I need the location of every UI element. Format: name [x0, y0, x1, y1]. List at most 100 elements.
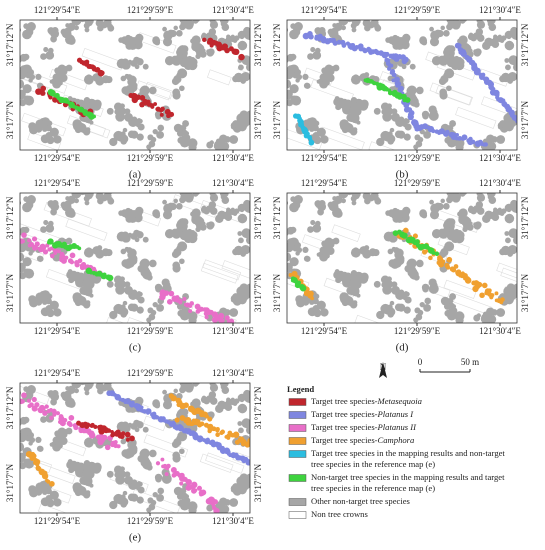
left-tick-label: 31°17′7″N: [272, 273, 282, 312]
tree-crown: [84, 193, 94, 199]
tree-crown: [190, 230, 195, 235]
tree-crown: [319, 252, 329, 262]
tree-crown: [27, 403, 32, 409]
building: [202, 259, 242, 281]
tree-crown: [20, 263, 26, 273]
map: [20, 193, 250, 323]
legend-label: Target tree species in the mapping resul…: [311, 448, 505, 458]
tree-crown: [515, 118, 517, 124]
tree-crown: [458, 215, 464, 221]
tree-crown: [294, 69, 302, 76]
tree-crown: [195, 53, 201, 60]
tree-crown: [243, 26, 250, 35]
tree-crown: [27, 432, 35, 439]
tree-crown: [440, 25, 445, 31]
tree-crown: [453, 264, 459, 269]
tree-crown: [408, 265, 417, 274]
tree-crown: [232, 248, 239, 256]
tree-crown: [282, 257, 287, 262]
tree-crown: [63, 390, 72, 399]
tree-crown: [351, 200, 357, 206]
tree-crown: [179, 85, 185, 92]
tree-crown: [177, 425, 184, 432]
tree-crown: [403, 227, 409, 234]
tree-crown: [138, 291, 143, 297]
tree-crown: [74, 126, 82, 134]
tree-crown: [429, 199, 434, 205]
map: [287, 20, 517, 150]
tree-crown: [94, 67, 100, 73]
tree-crown: [387, 248, 394, 255]
tree-crown: [176, 30, 183, 37]
tree-crown: [247, 397, 250, 404]
tree-crown: [204, 315, 209, 320]
tree-crown: [206, 49, 211, 54]
tree-crown: [290, 95, 298, 103]
tree-crown: [454, 311, 465, 322]
tree-crown: [443, 48, 451, 57]
tree-crown: [125, 447, 135, 458]
tree-crown: [50, 398, 57, 406]
legend-label: Target tree species-Camphora: [311, 435, 414, 445]
tree-crown: [401, 58, 408, 65]
tree-crown: [46, 408, 51, 414]
tree-crown: [177, 473, 183, 478]
tree-crown: [40, 243, 46, 249]
right-tick-label: 31°17′12″N: [253, 196, 263, 239]
tree-crown: [149, 86, 157, 95]
tree-crown: [308, 34, 314, 40]
tree-crown: [404, 296, 412, 304]
tree-crown: [351, 27, 357, 33]
tree-crown: [461, 137, 466, 141]
map-frame: [19, 382, 251, 514]
tree-crown: [165, 229, 174, 239]
tree-crown: [156, 303, 164, 312]
tree-crown: [405, 118, 410, 124]
tree-crown: [84, 27, 90, 33]
tree-crown: [195, 193, 200, 195]
tree-crown: [86, 252, 92, 258]
left-tick-label: 31°17′7″N: [272, 100, 282, 139]
tree-crown: [243, 199, 250, 208]
legend-label: tree species in the reference map (e): [311, 483, 435, 493]
tree-crown: [289, 257, 299, 267]
tree-crown: [353, 252, 359, 258]
tree-crown: [508, 290, 517, 300]
tree-crown: [46, 120, 53, 127]
tree-crown: [414, 134, 421, 141]
tree-crown: [117, 280, 126, 289]
building: [443, 279, 477, 299]
tree-crown: [387, 138, 395, 145]
tree-crown: [31, 396, 37, 403]
tree-crown: [457, 136, 463, 141]
tree-crown: [101, 75, 110, 84]
tree-crown: [146, 317, 152, 323]
tree-crown: [141, 265, 150, 274]
tree-crown: [178, 230, 183, 235]
tree-crown: [118, 210, 124, 216]
tree-crown: [101, 248, 110, 257]
tree-crown: [397, 87, 403, 92]
top-tick-label: 121°30′4″E: [479, 5, 521, 15]
tree-crown: [162, 389, 167, 395]
tree-crown: [307, 53, 314, 60]
tree-crown: [63, 27, 72, 36]
tree-crown: [74, 259, 80, 266]
tree-crown: [395, 83, 400, 88]
tree-crown: [437, 255, 442, 261]
tree-crown: [385, 37, 391, 43]
tree-crown: [40, 53, 47, 60]
tree-crown: [27, 243, 32, 248]
map-frame: [286, 192, 518, 324]
tree-crown: [23, 95, 31, 103]
tree-crown: [118, 286, 124, 292]
tree-crown: [173, 198, 178, 204]
tree-crown: [152, 491, 158, 498]
tree-crown: [347, 125, 355, 133]
tree-crown: [189, 301, 195, 306]
tree-crown: [315, 29, 322, 35]
legend-label: Target tree species-Metasequoia: [311, 396, 422, 406]
left-tick-label: 31°17′12″N: [5, 23, 15, 66]
tree-crown: [467, 48, 473, 54]
tree-crown: [319, 79, 329, 89]
